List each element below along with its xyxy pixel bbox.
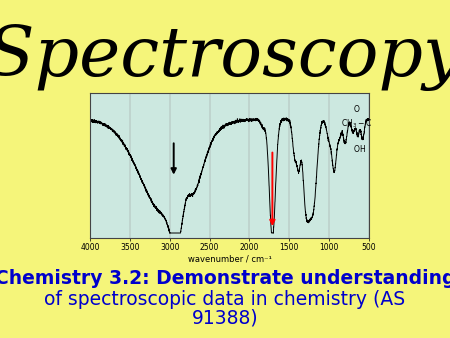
Text: of spectroscopic data in chemistry (AS: of spectroscopic data in chemistry (AS bbox=[45, 290, 405, 309]
Text: Chemistry 3.2: Demonstrate understanding: Chemistry 3.2: Demonstrate understanding bbox=[0, 269, 450, 288]
X-axis label: wavenumber / cm⁻¹: wavenumber / cm⁻¹ bbox=[188, 254, 271, 263]
Text: $\mathsf{O}$: $\mathsf{O}$ bbox=[353, 103, 360, 114]
Text: Spectroscopy: Spectroscopy bbox=[0, 24, 450, 91]
Text: $\mathsf{CH_3-C}$: $\mathsf{CH_3-C}$ bbox=[341, 117, 372, 130]
Text: $\mathsf{OH}$: $\mathsf{OH}$ bbox=[353, 143, 366, 154]
Text: 91388): 91388) bbox=[192, 309, 258, 328]
